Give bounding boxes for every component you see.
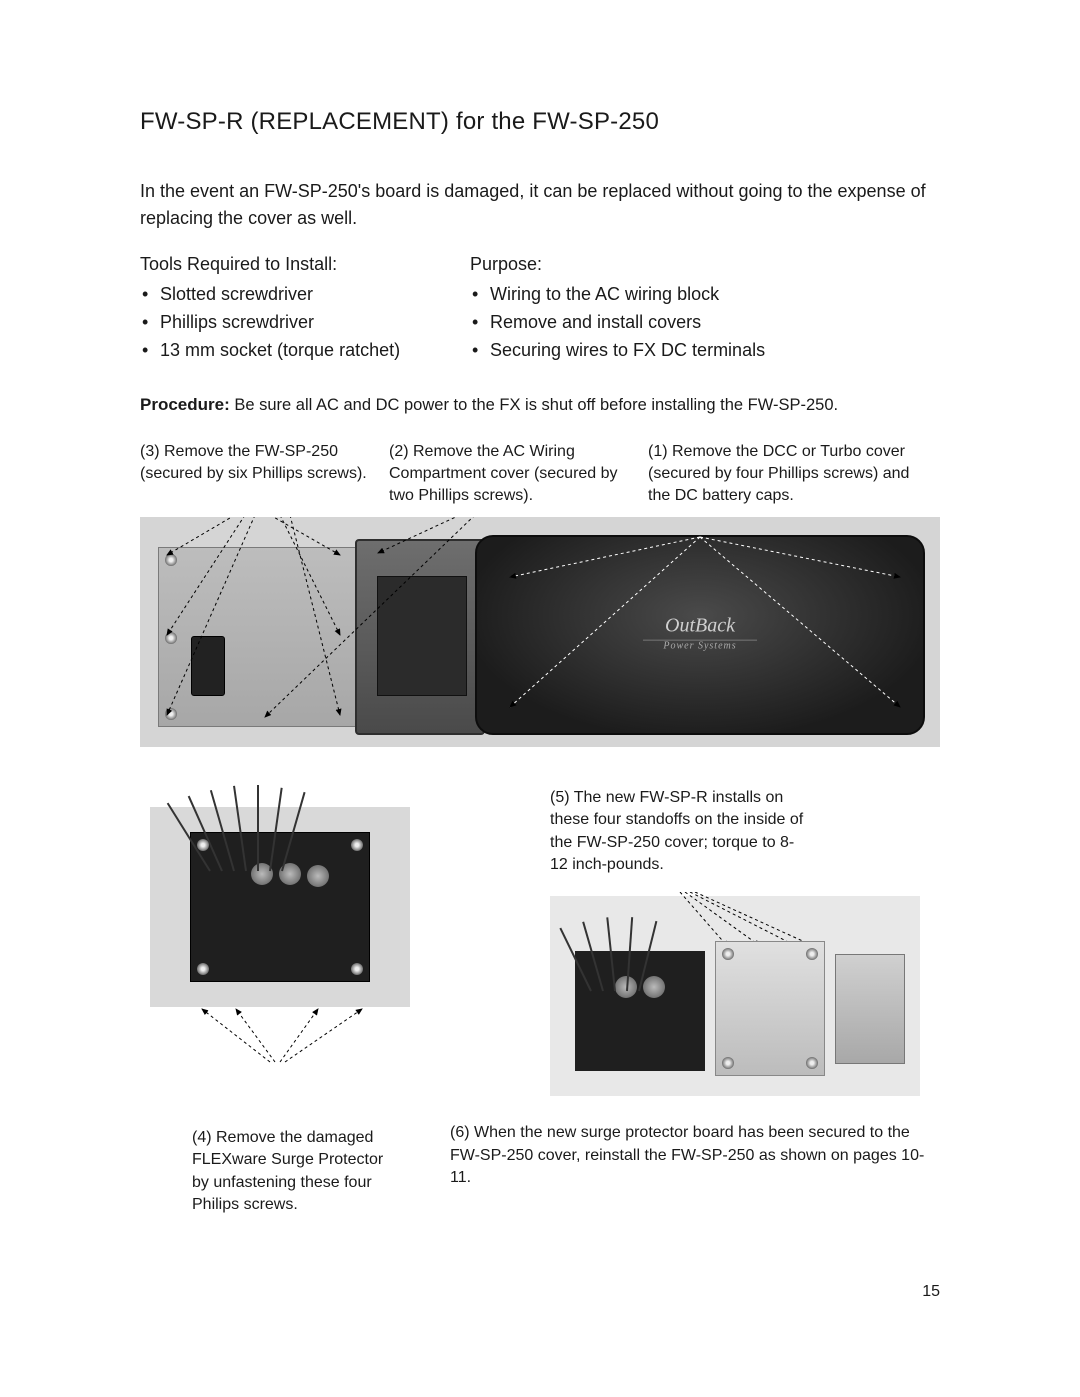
list-item: Remove and install covers [470, 309, 765, 337]
leader-arrows-fig2 [150, 1007, 430, 1067]
page-title: FW-SP-R (REPLACEMENT) for the FW-SP-250 [140, 108, 940, 136]
callout-5: (5) The new FW-SP-R installs on these fo… [550, 787, 810, 877]
purpose-list: Wiring to the AC wiring block Remove and… [470, 281, 765, 365]
brand-line1: OutBack [643, 615, 757, 641]
list-item: Slotted screwdriver [140, 281, 410, 309]
tools-list: Slotted screwdriver Phillips screwdriver… [140, 281, 410, 365]
outback-logo: OutBack Power Systems [643, 615, 757, 652]
figure-damaged-board [150, 807, 410, 1007]
procedure-text: Be sure all AC and DC power to the FX is… [230, 396, 838, 414]
surge-board [190, 832, 370, 982]
callout-1: (1) Remove the DCC or Turbo cover (secur… [648, 441, 928, 507]
outback-inverter-cover: OutBack Power Systems [475, 535, 925, 735]
ac-wiring-compartment [355, 539, 485, 735]
list-item: 13 mm socket (torque ratchet) [140, 337, 410, 365]
figure-new-board-and-covers [550, 896, 920, 1096]
flexware-badge [191, 636, 225, 696]
callout-2: (2) Remove the AC Wiring Compartment cov… [389, 441, 634, 507]
tools-purpose-row: Tools Required to Install: Slotted screw… [140, 254, 940, 365]
page-number: 15 [922, 1283, 940, 1301]
lower-row: (4) Remove the damaged FLEXware Surge Pr… [140, 787, 940, 1217]
list-item: Phillips screwdriver [140, 309, 410, 337]
list-item: Wiring to the AC wiring block [470, 281, 765, 309]
procedure-label: Procedure: [140, 395, 230, 414]
fw-sp-250-cover-inside [715, 941, 825, 1076]
callout-6: (6) When the new surge protector board h… [450, 1122, 930, 1189]
procedure-line: Procedure: Be sure all AC and DC power t… [140, 395, 940, 415]
new-surge-board [575, 951, 705, 1071]
list-item: Securing wires to FX DC terminals [470, 337, 765, 365]
callout-4: (4) Remove the damaged FLEXware Surge Pr… [192, 1127, 392, 1217]
fw-sp-250-cover-outside [835, 954, 905, 1064]
top-callouts-row: (3) Remove the FW-SP-250 (secured by six… [140, 441, 940, 507]
intro-paragraph: In the event an FW-SP-250's board is dam… [140, 178, 940, 232]
tools-heading: Tools Required to Install: [140, 254, 410, 275]
purpose-heading: Purpose: [470, 254, 765, 275]
callout-3: (3) Remove the FW-SP-250 (secured by six… [140, 441, 375, 507]
brand-line2: Power Systems [643, 641, 757, 652]
figure-inverter-assembly: OutBack Power Systems [140, 517, 940, 747]
